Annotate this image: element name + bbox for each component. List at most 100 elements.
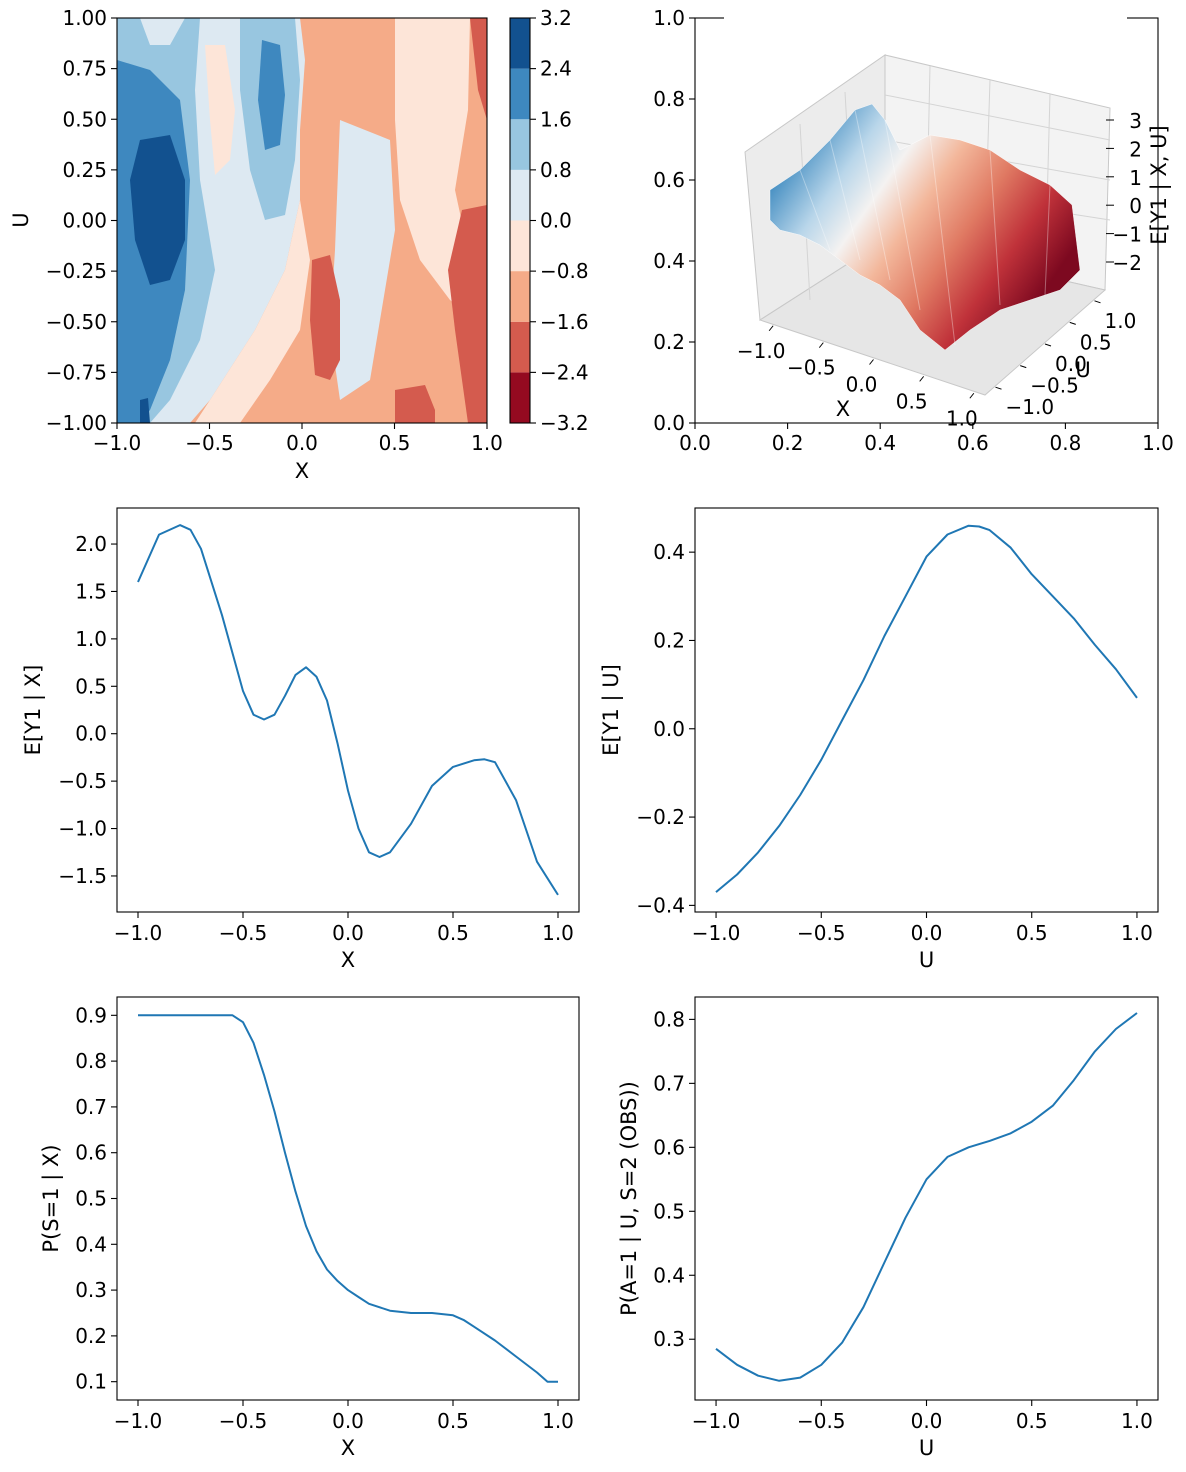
- surface-xtick: [969, 392, 975, 399]
- contour-ytick-label: 0.50: [62, 107, 107, 131]
- surface-xtick: [768, 325, 774, 332]
- xtick-label: 1.0: [542, 1409, 574, 1433]
- ylabel: E[Y1 | X]: [21, 665, 46, 756]
- xtick-label: 0.5: [437, 1409, 469, 1433]
- contour-ytick-label: −1.00: [46, 411, 107, 435]
- surface-xtick-label: 0.0: [846, 373, 878, 397]
- surface-ztick-label: 2: [1129, 137, 1142, 161]
- xtick-label: −1.0: [692, 1409, 741, 1433]
- xlabel: U: [919, 948, 934, 972]
- ylabel: E[Y1 | U]: [599, 664, 624, 756]
- surface-ztick-label: 3: [1129, 109, 1142, 133]
- ytick-label: 0.6: [653, 1135, 685, 1159]
- xtick-label: 1.0: [542, 921, 574, 945]
- surface-panel: 0.0 0.2 0.4 0.6 0.8 1.0 0.0 0.2 0.4 0.6 0.8 1.0: [653, 6, 1174, 455]
- colorbar-segment: [510, 18, 530, 69]
- contour-panel: −1.0 −0.5 0.0 0.5 1.0 −1.00 −0.75 −0.50 −0.25 0.0…: [9, 6, 589, 483]
- surface-utick-label: 0.5: [1080, 330, 1112, 354]
- surface-ztick-label: 1: [1129, 166, 1142, 190]
- surface-frame-gap: [724, 16, 1127, 22]
- contour-ytick-label: −0.75: [46, 360, 107, 384]
- ytick-label: 0.3: [653, 1327, 685, 1351]
- surface-xtick: [818, 342, 824, 348]
- series-line: [138, 1014, 558, 1383]
- xtick-label: −0.5: [797, 1409, 846, 1433]
- colorbar-tick-label: −0.8: [540, 259, 589, 283]
- xtick-label: 0.0: [332, 921, 364, 945]
- series-line: [137, 524, 559, 896]
- surface-xtick: [919, 376, 925, 382]
- surface-outer-xtick-label: 0.6: [957, 431, 989, 455]
- xlabel: X: [341, 948, 355, 972]
- axes-frame: [116, 996, 580, 1401]
- xtick-label: 0.0: [332, 1409, 364, 1433]
- surface-outer-ticks: 0.0 0.2 0.4 0.6 0.8 1.0 0.0 0.2 0.4 0.6 0.8 1.0: [653, 6, 1174, 455]
- axes-frame: [694, 996, 1159, 1401]
- surface-utick-label: −1.0: [1006, 395, 1055, 419]
- xtick-label: 0.5: [1016, 1409, 1048, 1433]
- contour-fill: [117, 18, 487, 423]
- surface-outer-ytick-label: 0.6: [653, 168, 685, 192]
- surface-utick: [995, 386, 1002, 390]
- xtick-label: −1.0: [692, 921, 741, 945]
- axes-frame: [116, 507, 580, 913]
- colorbar-tick-label: 1.6: [540, 107, 572, 131]
- surface-utick-label: 0.0: [1055, 352, 1087, 376]
- contour-ytick-label: 0.75: [62, 57, 107, 81]
- ytick-label: −0.2: [636, 805, 685, 829]
- surface-utick-label: −0.5: [1030, 374, 1079, 398]
- xlabel: U: [919, 1436, 934, 1460]
- colorbar-tick-label: −3.2: [540, 411, 589, 435]
- ytick-label: 0.0: [75, 722, 107, 746]
- xtick-label: −0.5: [219, 1409, 268, 1433]
- xtick-label: −0.5: [797, 921, 846, 945]
- xtick-label: −1.0: [114, 921, 163, 945]
- colorbar-tick-label: 2.4: [540, 57, 572, 81]
- surface-axes: −1.0−0.50.00.51.0 −1.0−0.50.00.51.0−2−101…: [737, 109, 1142, 430]
- surface-outer-xtick-label: 1.0: [1142, 431, 1174, 455]
- surface-outer-ytick-label: 1.0: [653, 6, 685, 30]
- ylabel: P(S=1 | X): [39, 1144, 64, 1252]
- colorbar-segment: [510, 220, 530, 272]
- surface-outer-xtick-label: 0.0: [679, 431, 711, 455]
- contour-ytick-label: −0.25: [46, 259, 107, 283]
- ytick-label: 0.3: [75, 1278, 107, 1302]
- surface-outer-xtick-label: 0.4: [864, 431, 896, 455]
- xlabel: X: [341, 1436, 355, 1460]
- surface-xtick-label: −1.0: [737, 339, 786, 363]
- surface-outer-xtick-label: 0.2: [772, 431, 804, 455]
- surface-xtick: [869, 359, 874, 365]
- line-panel-ey1-u: −1.0 −0.5 0.0 0.5 1.0 −0.4 −0.2 0.0 0.2 0.4 U E[Y1 …: [599, 507, 1159, 972]
- line-panel-pa1-u: −1.0 −0.5 0.0 0.5 1.0 0.3 0.4 0.5 0.6 0.7 0.8 U P(A=…: [617, 996, 1159, 1460]
- colorbar-tick-label: 3.2: [540, 6, 572, 30]
- surface-xtick-label: 0.5: [896, 389, 928, 413]
- surface-ztick-label: −1: [1113, 223, 1142, 247]
- ytick-label: 0.8: [75, 1049, 107, 1073]
- surface-outer-ytick-label: 0.4: [653, 249, 685, 273]
- xtick-label: 0.0: [911, 1409, 943, 1433]
- surface-xtick-label: −0.5: [787, 356, 836, 380]
- surface-utick: [1044, 343, 1052, 347]
- ylabel: P(A=1 | U, S=2 (OBS)): [617, 1081, 642, 1316]
- surface-outer-xtick-label: 0.8: [1049, 431, 1081, 455]
- ytick-label: 0.6: [75, 1141, 107, 1165]
- surface-outer-ytick-label: 0.0: [653, 411, 685, 435]
- ytick-label: 0.2: [653, 628, 685, 652]
- surface-ztick-label: 0: [1129, 194, 1142, 218]
- xtick-label: 1.0: [1121, 1409, 1153, 1433]
- ytick-label: −0.5: [58, 769, 107, 793]
- ytick-label: 0.4: [653, 540, 685, 564]
- xtick-label: 1.0: [1121, 921, 1153, 945]
- contour-xtick-label: 1.0: [471, 431, 503, 455]
- surface-utick: [1020, 365, 1027, 369]
- ytick-label: 2.0: [75, 532, 107, 556]
- surface-ztick-label: −2: [1113, 251, 1142, 275]
- colorbar-segment: [510, 271, 530, 322]
- surface-outer-ytick-label: 0.2: [653, 330, 685, 354]
- surface-utick: [1069, 321, 1076, 325]
- surface-mesh-lines: [799, 109, 1051, 346]
- colorbar-tick-label: 0.0: [540, 209, 572, 233]
- surface-outer-ytick-label: 0.8: [653, 87, 685, 111]
- xtick-label: −1.0: [114, 1409, 163, 1433]
